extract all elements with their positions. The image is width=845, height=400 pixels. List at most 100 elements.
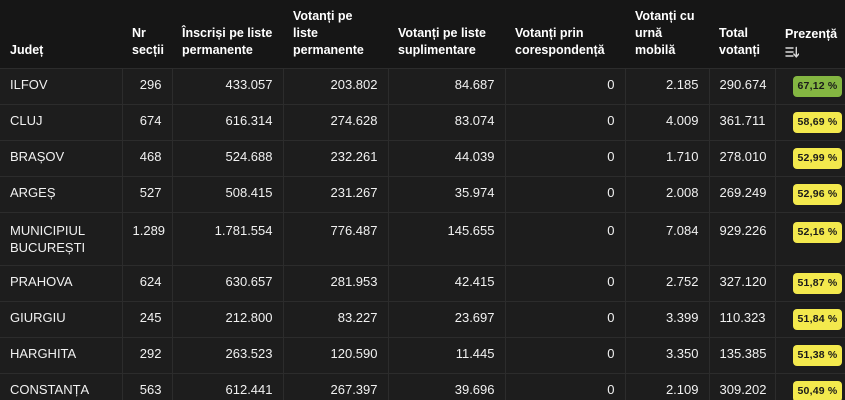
- votanti_corespondenta-cell: 0: [504, 301, 625, 338]
- column-header-label: Votanți cu: [635, 9, 695, 23]
- turnout-cell: 52,16 %: [774, 212, 845, 266]
- nr_sectii-cell: 563: [121, 373, 172, 400]
- column-header-label: Înscriși pe liste: [182, 26, 273, 40]
- column-header-votanti_urna_mobila: Votanți cu urnă mobilă: [625, 0, 709, 69]
- nr_sectii-cell: 624: [121, 265, 172, 302]
- votanti_urna_mobila-cell: 2.185: [624, 68, 709, 105]
- inscrisi_permanente-cell: 524.688: [171, 140, 283, 177]
- column-header-total_votanti: Total votanți: [709, 0, 775, 69]
- inscrisi_permanente-cell: 263.523: [171, 337, 283, 374]
- votanti_permanente-cell: 281.953: [282, 265, 388, 302]
- votanti_permanente-cell: 776.487: [282, 212, 388, 266]
- votanti_corespondenta-cell: 0: [504, 68, 625, 105]
- table-row: HARGHITA 292 263.523 120.590 11.445 0 3.350 135…: [0, 337, 845, 374]
- table-header-row: Județ Nr secții Înscriși pe liste permanente…: [0, 0, 845, 69]
- column-header-label: corespondență: [515, 43, 605, 57]
- county-cell: BRAȘOV: [0, 140, 122, 177]
- inscrisi_permanente-cell: 433.057: [171, 68, 283, 105]
- column-header-votanti_permanente: Votanți pe liste permanente: [283, 0, 388, 69]
- votanti_permanente-cell: 232.261: [282, 140, 388, 177]
- votanti_permanente-cell: 274.628: [282, 104, 388, 141]
- votanti_suplimentare-cell: 11.445: [387, 337, 505, 374]
- inscrisi_permanente-cell: 612.441: [171, 373, 283, 400]
- sort-descending-icon[interactable]: [785, 46, 835, 59]
- votanti_suplimentare-cell: 145.655: [387, 212, 505, 266]
- column-header-label: Votanți prin: [515, 26, 584, 40]
- votanti_corespondenta-cell: 0: [504, 373, 625, 400]
- county-cell: PRAHOVA: [0, 265, 122, 302]
- inscrisi_permanente-cell: 1.781.554: [171, 212, 283, 266]
- table-row: CONSTANȚA 563 612.441 267.397 39.696 0 2.109 30…: [0, 373, 845, 400]
- table-row: GIURGIU 245 212.800 83.227 23.697 0 3.399 110.3…: [0, 301, 845, 338]
- turnout-cell: 51,84 %: [774, 301, 845, 338]
- turnout-cell: 51,87 %: [774, 265, 845, 302]
- votanti_suplimentare-cell: 23.697: [387, 301, 505, 338]
- turnout-cell: 51,38 %: [774, 337, 845, 374]
- table-row: BRAȘOV 468 524.688 232.261 44.039 0 1.710 278.0…: [0, 140, 845, 177]
- turnout-cell: 58,69 %: [774, 104, 845, 141]
- total_votanti-cell: 278.010: [708, 140, 775, 177]
- nr_sectii-cell: 527: [121, 176, 172, 213]
- turnout-badge: 50,49 %: [792, 381, 843, 400]
- column-header-votanti_suplimentare: Votanți pe liste suplimentare: [388, 0, 505, 69]
- votanti_suplimentare-cell: 83.074: [387, 104, 505, 141]
- turnout-cell: 50,49 %: [774, 373, 845, 400]
- column-header-votanti_corespondenta: Votanți prin corespondență: [505, 0, 625, 69]
- votanti_permanente-cell: 83.227: [282, 301, 388, 338]
- column-header-label: Județ: [10, 43, 44, 57]
- column-header-judet: Județ: [0, 0, 122, 69]
- column-header-label: Prezență: [785, 27, 838, 41]
- total_votanti-cell: 929.226: [708, 212, 775, 266]
- total_votanti-cell: 309.202: [708, 373, 775, 400]
- votanti_urna_mobila-cell: 3.350: [624, 337, 709, 374]
- turnout-cell: 67,12 %: [774, 68, 845, 105]
- nr_sectii-cell: 296: [121, 68, 172, 105]
- inscrisi_permanente-cell: 616.314: [171, 104, 283, 141]
- turnout-cell: 52,96 %: [774, 176, 845, 213]
- votanti_permanente-cell: 120.590: [282, 337, 388, 374]
- votanti_urna_mobila-cell: 4.009: [624, 104, 709, 141]
- total_votanti-cell: 135.385: [708, 337, 775, 374]
- votanti_urna_mobila-cell: 1.710: [624, 140, 709, 177]
- county-cell: CLUJ: [0, 104, 122, 141]
- total_votanti-cell: 327.120: [708, 265, 775, 302]
- votanti_urna_mobila-cell: 7.084: [624, 212, 709, 266]
- column-header-prezenta[interactable]: Prezență: [775, 0, 845, 69]
- total_votanti-cell: 290.674: [708, 68, 775, 105]
- column-header-label: permanente: [293, 43, 364, 57]
- county-cell: HARGHITA: [0, 337, 122, 374]
- column-header-label: Votanți pe liste: [398, 26, 486, 40]
- nr_sectii-cell: 468: [121, 140, 172, 177]
- total_votanti-cell: 269.249: [708, 176, 775, 213]
- table-row: MUNICIPIUL BUCUREȘTI 1.289 1.781.554 776.48…: [0, 212, 845, 266]
- column-header-nr_sectii: Nr secții: [122, 0, 172, 69]
- county-cell: ILFOV: [0, 68, 122, 105]
- table-row: PRAHOVA 624 630.657 281.953 42.415 0 2.752 327.…: [0, 265, 845, 302]
- votanti_suplimentare-cell: 44.039: [387, 140, 505, 177]
- column-header-label: Total: [719, 26, 748, 40]
- votanti_corespondenta-cell: 0: [504, 265, 625, 302]
- column-header-label: Nr: [132, 26, 146, 40]
- county-cell: CONSTANȚA: [0, 373, 122, 400]
- column-header-label: permanente: [182, 43, 253, 57]
- inscrisi_permanente-cell: 630.657: [171, 265, 283, 302]
- column-header-label: suplimentare: [398, 43, 476, 57]
- table-row: ILFOV 296 433.057 203.802 84.687 0 2.185 290.67…: [0, 68, 845, 105]
- votanti_corespondenta-cell: 0: [504, 104, 625, 141]
- votanti_urna_mobila-cell: 3.399: [624, 301, 709, 338]
- votanti_permanente-cell: 231.267: [282, 176, 388, 213]
- votanti_suplimentare-cell: 39.696: [387, 373, 505, 400]
- votanti_urna_mobila-cell: 2.109: [624, 373, 709, 400]
- total_votanti-cell: 110.323: [708, 301, 775, 338]
- votanti_permanente-cell: 267.397: [282, 373, 388, 400]
- votanti_corespondenta-cell: 0: [504, 140, 625, 177]
- turnout-badge: 52,99 %: [792, 148, 843, 169]
- county-cell: MUNICIPIUL BUCUREȘTI: [0, 212, 122, 266]
- inscrisi_permanente-cell: 508.415: [171, 176, 283, 213]
- votanti_suplimentare-cell: 84.687: [387, 68, 505, 105]
- turnout-badge: 52,96 %: [792, 184, 843, 205]
- votanti_corespondenta-cell: 0: [504, 337, 625, 374]
- county-cell: ARGEȘ: [0, 176, 122, 213]
- nr_sectii-cell: 245: [121, 301, 172, 338]
- total_votanti-cell: 361.711: [708, 104, 775, 141]
